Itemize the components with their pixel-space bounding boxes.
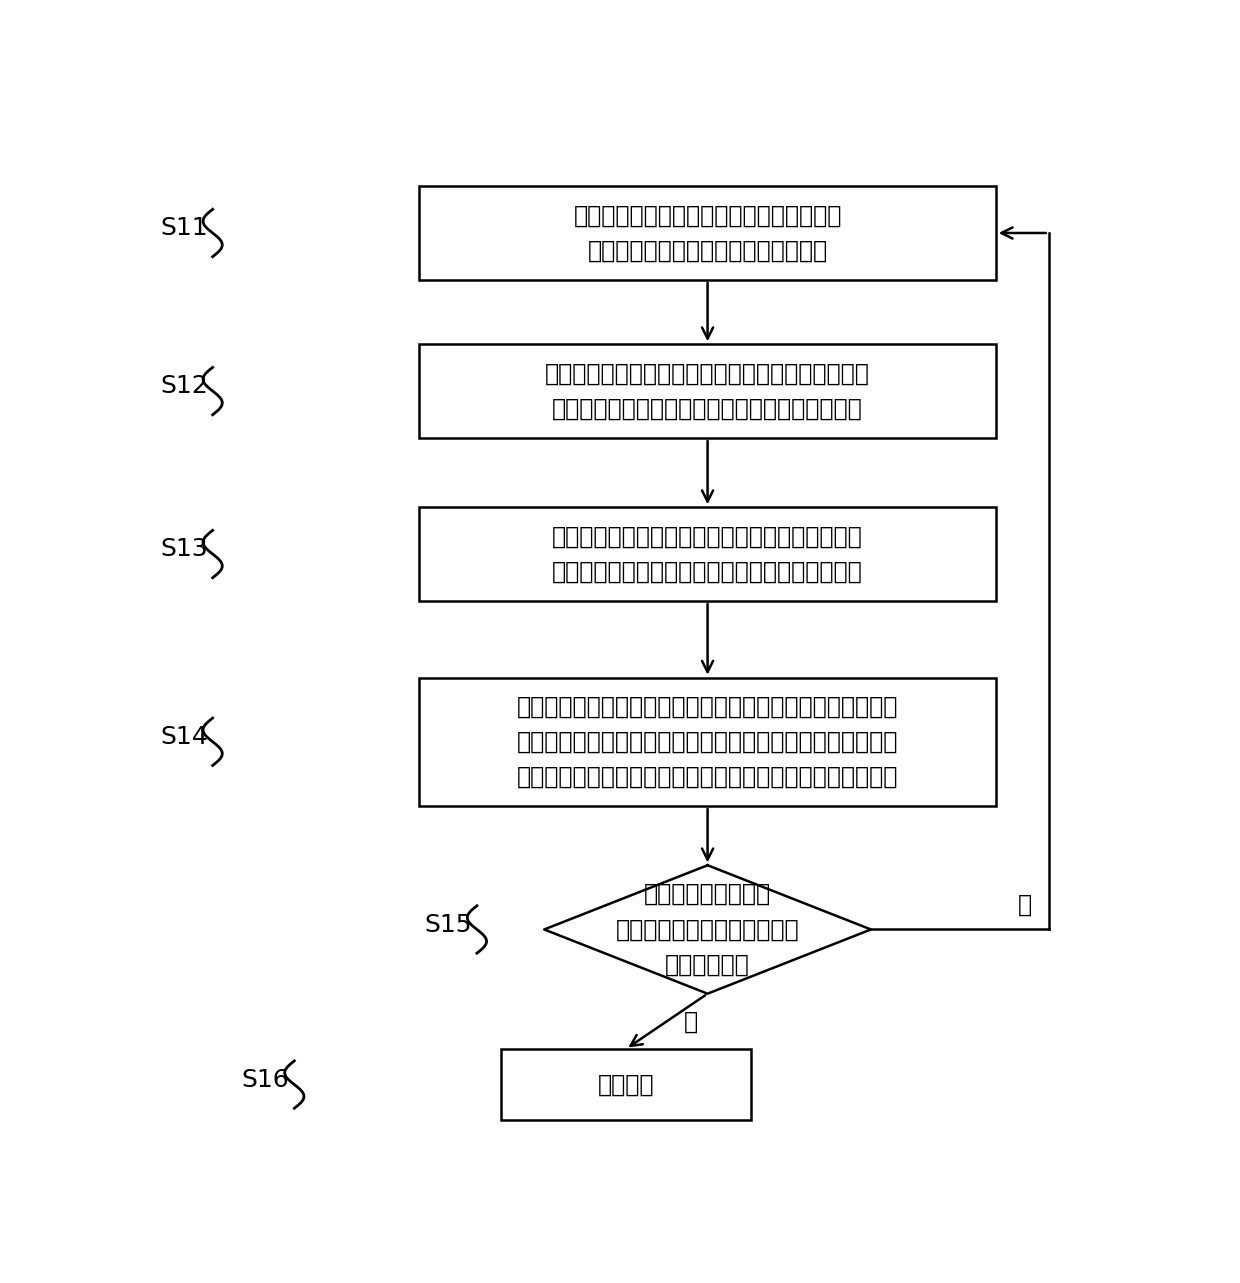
- FancyBboxPatch shape: [419, 186, 996, 280]
- Text: 否: 否: [1018, 893, 1032, 917]
- Text: S15: S15: [424, 912, 472, 937]
- Text: 进行预警: 进行预警: [598, 1073, 655, 1097]
- Text: S12: S12: [160, 375, 208, 398]
- FancyBboxPatch shape: [419, 507, 996, 600]
- FancyBboxPatch shape: [419, 344, 996, 438]
- Text: 根据所述实时温度、所述实时风力以及所述实时日照
强度确定当前环境下所述裸导体空载无流的温升值: 根据所述实时温度、所述实时风力以及所述实时日照 强度确定当前环境下所述裸导体空载…: [546, 362, 870, 421]
- Text: S11: S11: [160, 216, 207, 240]
- Text: S16: S16: [242, 1067, 289, 1092]
- Text: 采集当前环境的实时温度、实时风力、实时
日照强度以及所述裸导体的实时载流值: 采集当前环境的实时温度、实时风力、实时 日照强度以及所述裸导体的实时载流值: [573, 203, 842, 263]
- Text: 是: 是: [683, 1010, 698, 1033]
- Text: S13: S13: [160, 538, 207, 561]
- FancyBboxPatch shape: [419, 677, 996, 806]
- Text: S14: S14: [160, 725, 208, 749]
- FancyBboxPatch shape: [501, 1049, 751, 1120]
- Polygon shape: [544, 865, 870, 993]
- Text: 计算所述实时温度和当前环境下所述裸导体空载无
流的温升值的和以得到所述裸导体的空载工作温度: 计算所述实时温度和当前环境下所述裸导体空载无 流的温升值的和以得到所述裸导体的空…: [552, 525, 863, 584]
- Text: 根据所述裸导体的空载工作温度、所述裸导体的最高允许温度
、所述裸导体的实时载流值、所述裸导体的允许载流值以及所
述裸导体在不同环境下的校正系数确定所述裸导体的理: 根据所述裸导体的空载工作温度、所述裸导体的最高允许温度 、所述裸导体的实时载流值…: [517, 694, 898, 789]
- Text: 判断是否所述裸导体
的理论温度大于所述裸导体的
最高允许温度: 判断是否所述裸导体 的理论温度大于所述裸导体的 最高允许温度: [616, 883, 800, 976]
